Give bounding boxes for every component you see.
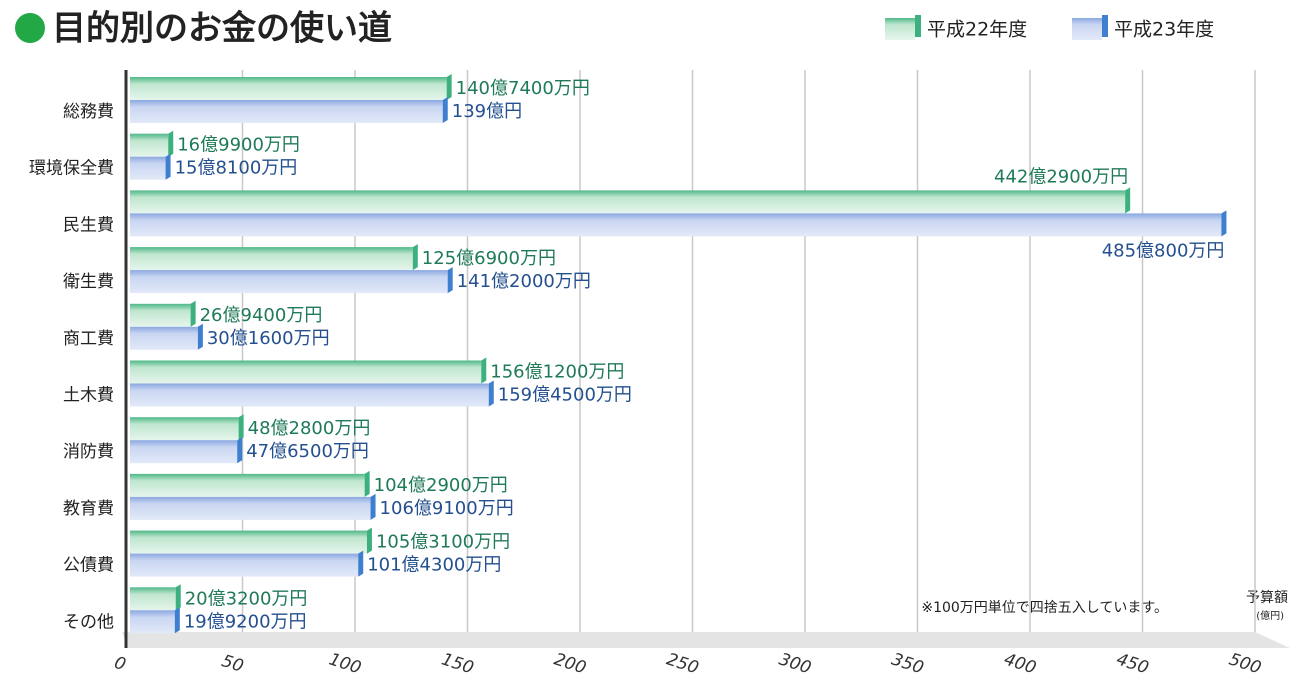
value-label: 140億7400万円: [456, 78, 590, 99]
bar-end: [190, 300, 196, 327]
bar: [130, 77, 447, 100]
y-tick-label: 消防費: [63, 442, 114, 462]
bar-end: [364, 470, 370, 497]
y-tick-label: 民生費: [63, 215, 114, 235]
y-tick-label: 衛生費: [63, 272, 114, 292]
bar: [130, 156, 166, 180]
x-axis-label: 予算額: [1246, 590, 1288, 606]
floor: [122, 632, 1290, 648]
x-tick-label: 0: [112, 653, 128, 675]
bar-end: [1221, 210, 1227, 237]
bar-end: [197, 323, 203, 350]
x-tick-label: 300: [776, 649, 813, 678]
x-axis-unit: (億円): [1256, 609, 1284, 622]
value-label: 20億3200万円: [185, 588, 308, 609]
bar-end: [1125, 187, 1131, 214]
bar-end: [442, 97, 448, 123]
value-label: 104億2900万円: [374, 475, 508, 496]
bar: [130, 610, 175, 634]
bar: [130, 303, 191, 327]
value-label: 105億3100万円: [376, 532, 510, 553]
bar-end: [412, 244, 418, 271]
bar: [130, 530, 367, 554]
bar-end: [366, 527, 372, 554]
value-label: 139億円: [452, 101, 522, 122]
title-bullet: [15, 13, 45, 43]
y-tick-label: 土木費: [63, 386, 114, 406]
y-tick-label: 環境保全費: [29, 159, 114, 179]
value-label: 106億9100万円: [380, 498, 514, 519]
y-tick-label: その他: [63, 612, 114, 632]
value-label: 485億800万円: [1102, 240, 1225, 261]
value-label: 26億9400万円: [200, 305, 323, 326]
bar: [130, 133, 169, 157]
value-label: 156億1200万円: [490, 362, 624, 383]
bar: [130, 190, 1126, 214]
bar-end: [165, 153, 171, 180]
bar-end: [370, 493, 376, 520]
bar: [130, 213, 1222, 237]
chart-title: 目的別のお金の使い道: [52, 9, 392, 49]
bar: [130, 247, 413, 271]
value-label: 125億6900万円: [422, 248, 556, 269]
value-label: 159億4500万円: [498, 385, 632, 406]
x-tick-label: 200: [551, 649, 588, 678]
y-tick-label: 総務費: [63, 102, 114, 122]
bar-end: [481, 357, 487, 384]
value-label: 30億1600万円: [207, 328, 330, 349]
legend-swatch-end: [915, 15, 921, 37]
bar: [130, 270, 448, 294]
value-label: 16億9900万円: [177, 135, 300, 156]
x-tick-label: 350: [889, 649, 926, 678]
value-label: 101億4300万円: [367, 555, 501, 576]
bar-end: [175, 584, 181, 611]
legend-label: 平成23年度: [1114, 19, 1214, 41]
bar-end: [168, 130, 174, 157]
bar: [130, 100, 443, 123]
bar-end: [446, 74, 452, 100]
bar: [130, 440, 238, 464]
bar-end: [488, 380, 494, 407]
bar: [130, 417, 239, 441]
bar-end: [238, 414, 244, 441]
value-label: 47億6500万円: [246, 441, 369, 462]
bar-end: [447, 267, 453, 294]
value-label: 141億2000万円: [457, 271, 591, 292]
annotation: ※100万円単位で四捨五入しています。: [921, 599, 1168, 616]
legend-swatch-end: [1102, 15, 1108, 37]
value-label: 442億2900万円: [994, 166, 1128, 187]
legend-swatch: [885, 18, 915, 40]
bar: [130, 496, 371, 520]
x-tick-label: 400: [1001, 649, 1038, 678]
bar: [130, 360, 482, 384]
value-label: 15億8100万円: [175, 158, 298, 179]
bar-end: [358, 550, 364, 577]
legend-label: 平成22年度: [927, 19, 1027, 41]
x-tick-label: 500: [1226, 649, 1263, 678]
y-tick-label: 商工費: [63, 329, 114, 349]
value-label: 19億9200万円: [184, 611, 307, 632]
bar-end: [237, 437, 243, 464]
x-tick-label: 100: [326, 649, 363, 678]
legend-swatch: [1072, 18, 1102, 40]
bar: [130, 473, 365, 497]
y-tick-label: 公債費: [63, 556, 114, 576]
bar-end: [174, 607, 180, 634]
x-tick-label: 250: [664, 649, 701, 678]
value-label: 48億2800万円: [248, 418, 371, 439]
y-tick-label: 教育費: [63, 499, 114, 519]
bar: [130, 383, 489, 407]
bar: [130, 553, 359, 577]
x-tick-label: 150: [439, 649, 476, 678]
x-tick-label: 50: [219, 651, 246, 677]
bar: [130, 587, 176, 611]
x-tick-label: 450: [1114, 649, 1151, 678]
bar: [130, 326, 198, 350]
